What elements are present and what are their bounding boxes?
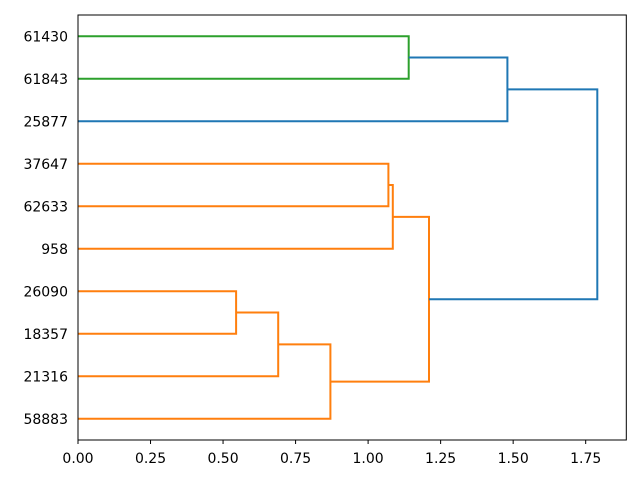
dendrogram-link-ROOT <box>429 88 599 301</box>
x-tick-label: 0.50 <box>207 451 238 467</box>
x-tick-label: 0.75 <box>280 451 311 467</box>
y-tick-label: 25877 <box>23 114 68 130</box>
y-tick-label: 37647 <box>23 157 68 173</box>
x-tick-label: 0.00 <box>62 451 93 467</box>
y-tick-label: 26090 <box>23 284 68 300</box>
y-tick-label: 61430 <box>23 29 68 45</box>
y-tick-label: 62633 <box>23 199 68 215</box>
plot-border <box>77 14 627 441</box>
x-tick-label: 1.00 <box>353 451 384 467</box>
x-tick-label: 1.75 <box>570 451 601 467</box>
x-tick-label: 1.50 <box>498 451 529 467</box>
y-tick-label: 58883 <box>23 412 68 428</box>
x-tick-label: 0.25 <box>135 451 166 467</box>
y-tick-label: 18357 <box>23 327 68 343</box>
y-tick-label: 61843 <box>23 72 68 88</box>
y-tick-label: 958 <box>41 242 68 258</box>
y-tick-label: 21316 <box>23 369 68 385</box>
x-tick-label: 1.25 <box>425 451 456 467</box>
